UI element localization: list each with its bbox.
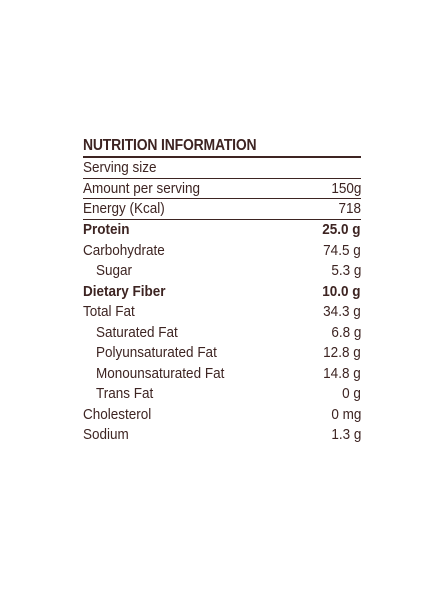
row-label: Polyunsaturated Fat (96, 344, 217, 362)
row-protein: Protein 25.0 g (83, 220, 361, 241)
row-dietary-fiber: Dietary Fiber 10.0 g (83, 281, 361, 302)
row-cholesterol: Cholesterol 0 mg (83, 404, 361, 425)
row-trans-fat: Trans Fat 0 g (83, 384, 361, 405)
row-sugar: Sugar 5.3 g (83, 261, 361, 282)
row-value: 6.8 g (330, 323, 361, 341)
row-label: Monounsaturated Fat (96, 364, 225, 382)
row-value: 5.3 g (330, 262, 361, 280)
nutrition-panel: NUTRITION INFORMATION Serving size Amoun… (83, 136, 361, 445)
row-label: Sugar (96, 262, 133, 280)
row-value: 150g (330, 179, 361, 197)
row-value: 1.3 g (330, 426, 361, 444)
row-label: Carbohydrate (83, 241, 165, 259)
row-value: 10.0 g (322, 282, 361, 300)
row-label: Serving size (83, 159, 157, 177)
row-label: Trans Fat (96, 385, 154, 403)
row-label: Protein (83, 221, 130, 239)
row-value: 74.5 g (323, 241, 361, 259)
row-value: 718 (338, 200, 361, 218)
row-saturated-fat: Saturated Fat 6.8 g (83, 322, 361, 343)
row-label: Total Fat (83, 303, 135, 321)
row-amount-per-serving: Amount per serving 150g (83, 179, 361, 199)
row-value: 25.0 g (322, 221, 361, 239)
row-total-fat: Total Fat 34.3 g (83, 302, 361, 323)
row-value: 14.8 g (323, 364, 361, 382)
row-serving-size: Serving size (83, 158, 361, 179)
row-monounsaturated-fat: Monounsaturated Fat 14.8 g (83, 363, 361, 384)
row-value: 12.8 g (323, 344, 361, 362)
row-carbohydrate: Carbohydrate 74.5 g (83, 240, 361, 261)
row-energy: Energy (Kcal) 718 (83, 199, 361, 220)
row-label: Energy (Kcal) (83, 200, 165, 218)
row-polyunsaturated-fat: Polyunsaturated Fat 12.8 g (83, 343, 361, 364)
row-label: Dietary Fiber (83, 282, 166, 300)
row-value: 0 mg (330, 405, 361, 423)
title-divider (83, 156, 361, 158)
row-label: Cholesterol (83, 405, 152, 423)
row-label: Amount per serving (83, 179, 201, 197)
row-value: 34.3 g (323, 303, 361, 321)
nutrition-title: NUTRITION INFORMATION (83, 137, 257, 154)
row-value: 0 g (342, 385, 361, 403)
row-label: Sodium (83, 426, 129, 444)
row-label: Saturated Fat (96, 323, 178, 341)
row-sodium: Sodium 1.3 g (83, 425, 361, 446)
